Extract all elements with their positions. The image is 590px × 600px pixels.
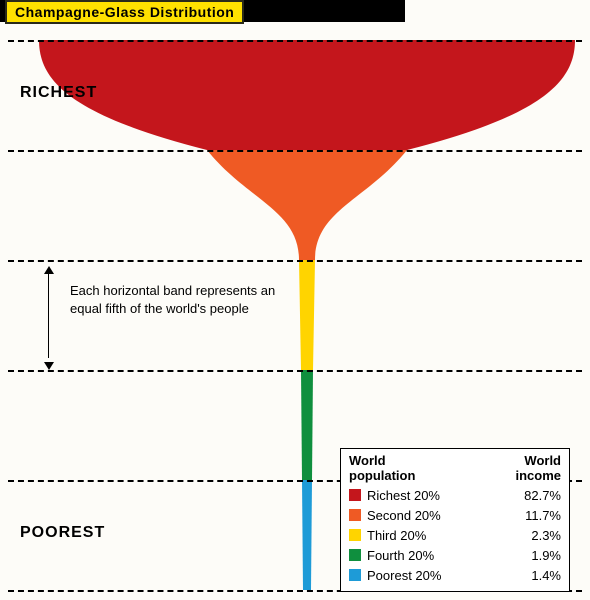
legend-value-3: 1.9% xyxy=(511,548,561,563)
legend-value-0: 82.7% xyxy=(511,488,561,503)
band-arrow-down xyxy=(44,362,54,370)
band-explanation-note: Each horizontal band represents an equal… xyxy=(70,282,280,318)
legend-label-3: Fourth 20% xyxy=(367,548,511,563)
legend-header-right: World income xyxy=(491,453,561,483)
legend-swatch-0 xyxy=(349,489,361,501)
richest-label: RICHEST xyxy=(20,84,97,102)
legend-swatch-2 xyxy=(349,529,361,541)
band-arrow-line xyxy=(48,272,49,358)
legend-row-4: Poorest 20% 1.4% xyxy=(349,565,561,585)
band-divider-2 xyxy=(8,260,582,262)
legend-value-2: 2.3% xyxy=(511,528,561,543)
band-divider-1 xyxy=(8,150,582,152)
legend-label-2: Third 20% xyxy=(367,528,511,543)
legend-swatch-3 xyxy=(349,549,361,561)
legend-row-0: Richest 20% 82.7% xyxy=(349,485,561,505)
glass-band-third xyxy=(299,260,315,370)
band-divider-3 xyxy=(8,370,582,372)
legend-label-4: Poorest 20% xyxy=(367,568,511,583)
legend-row-2: Third 20% 2.3% xyxy=(349,525,561,545)
legend-value-4: 1.4% xyxy=(511,568,561,583)
poorest-label: POOREST xyxy=(20,524,105,542)
band-arrow-up xyxy=(44,266,54,274)
glass-band-second xyxy=(207,150,407,260)
legend-value-1: 11.7% xyxy=(511,508,561,523)
legend-row-1: Second 20% 11.7% xyxy=(349,505,561,525)
legend-header: World population World income xyxy=(349,453,561,483)
legend-swatch-4 xyxy=(349,569,361,581)
legend-label-1: Second 20% xyxy=(367,508,511,523)
glass-band-poorest xyxy=(302,480,312,590)
legend-box: World population World income Richest 20… xyxy=(340,448,570,592)
legend-row-3: Fourth 20% 1.9% xyxy=(349,545,561,565)
band-divider-0 xyxy=(8,40,582,42)
legend-header-left: World population xyxy=(349,453,439,483)
legend-label-0: Richest 20% xyxy=(367,488,511,503)
glass-band-fourth xyxy=(301,370,313,480)
legend-swatch-1 xyxy=(349,509,361,521)
glass-band-richest xyxy=(39,40,575,150)
